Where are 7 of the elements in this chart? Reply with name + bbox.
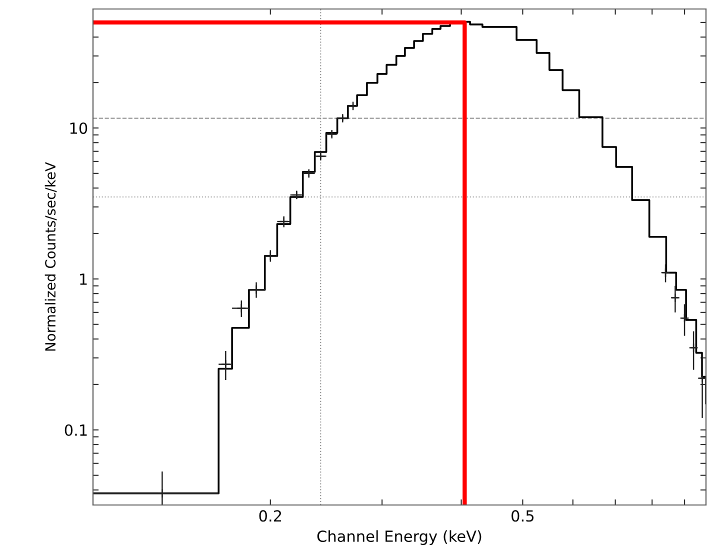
x-axis-title: Channel Energy (keV) <box>317 530 482 545</box>
x-tick-label: 0.2 <box>259 510 282 522</box>
y-tick-label: 1 <box>80 274 87 285</box>
x-tick-label: 0.5 <box>512 510 534 522</box>
y-tick-label: 10 <box>70 122 88 134</box>
y-axis-title: Normalized Counts/sec/keV <box>44 162 57 351</box>
y-tick-label: 0.1 <box>64 424 87 436</box>
